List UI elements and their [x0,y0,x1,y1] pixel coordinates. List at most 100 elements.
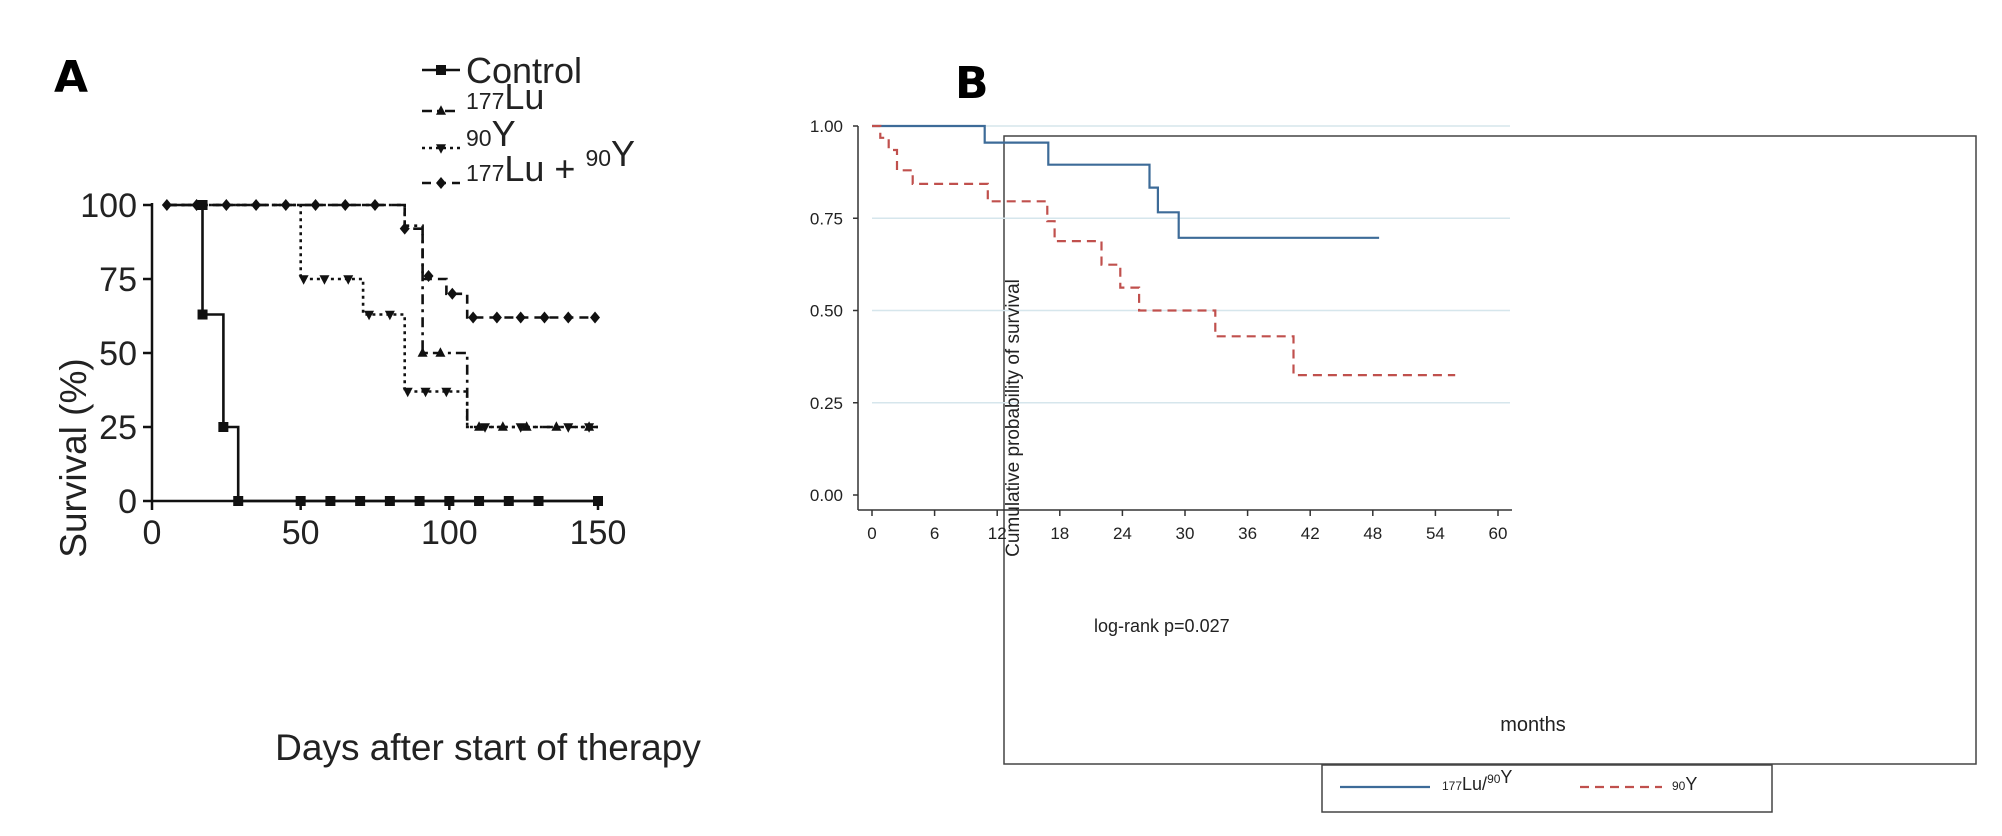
panel-a-series-point-3 [161,199,172,211]
panel-b-x-tick-label: 12 [988,524,1007,543]
panel-b-frame [1003,135,1977,765]
panel-a-series-point-0 [384,496,395,506]
panel-b-x-tick-label: 42 [1301,524,1320,543]
panel-a-series-point-1 [417,347,428,357]
panel-b-series-line-1 [872,124,1456,377]
panel-a-series-line-0 [166,203,598,503]
panel-b-legend-label: 90Y [1672,774,1697,794]
panel-a-x-axis-label: Days after start of therapy [275,727,701,768]
panel-a-series-point-0 [474,496,485,506]
panel-a-series-point-2 [441,387,452,398]
panel-a-series-point-2 [420,387,431,398]
panel-a-series-point-3 [423,270,434,283]
panel-a-series-point-3 [191,199,202,211]
panel-a-series-point-3 [539,311,550,324]
panel-a-series-line-3 [166,203,598,319]
panel-a-series-point-2 [563,423,574,433]
panel-a-series-point-0 [295,496,306,506]
panel-b-series-line-0 [872,124,1380,239]
panel-a-legend-label-text: Control [466,50,582,91]
panel-b-y-tick-label: 1.00 [810,117,843,136]
panel-a-legend-label-text: Lu [504,76,544,117]
panel-a-series-point-0 [218,422,229,432]
panel-b-chart: B 0.00 0.25 0.50 0.75 1.00 0 6 12 18 24 30 36 42 48 54… [810,58,1977,813]
panel-a-series-point-2 [298,275,309,285]
panel-b-x-tick-label: 48 [1363,524,1382,543]
panel-a-series-point-0 [325,496,336,506]
panel-a-series-point-0 [533,496,544,506]
panel-a-series-point-1 [435,347,446,357]
panel-a-series-point-0 [197,309,208,320]
panel-a-series-point-3 [491,311,502,324]
panel-b-x-tick-label: 60 [1489,524,1508,543]
panel-b-y-tick-label: 0.75 [810,209,843,228]
panel-b-x-tick-label: 18 [1050,524,1069,543]
panel-a-y-axis-label: Survival (%) [53,358,94,557]
panel-a-series-point-3 [251,199,262,211]
panel-a-y-tick-label: 50 [99,335,137,373]
panel-b-legend-label-superscript: 90 [1672,779,1686,793]
panel-a-legend-label-superscript: 177 [466,88,504,114]
panel-a-x-tick-label: 100 [421,514,478,552]
panel-a-legend-label: 177Lu + 90Y [466,133,635,189]
panel-b-x-axis-label: months [1500,714,1566,736]
panel-a-series-point-2 [364,310,375,321]
panel-a-series-point-0 [593,496,603,506]
panel-b-legend-label-superscript: 177 [1442,779,1462,793]
panel-b-label: B [955,58,989,109]
panel-a-legend-label: 90Y [466,113,516,154]
panel-a-series-point-3 [340,199,351,211]
panel-b-x-tick-label: 6 [930,524,939,543]
panel-a-legend-label: 177Lu [466,76,544,117]
panel-b-y-tick-label: 0.50 [810,302,843,321]
panel-a-series-point-2 [319,275,330,285]
panel-a-axes: 0 50 100 150 0 25 50 75 100 [80,187,626,552]
panel-b-legend-label: 177Lu/90Y [1442,767,1512,794]
panel-a-y-tick-label: 100 [80,187,137,225]
panel-a-series-point-2 [384,310,395,321]
panel-a-x-tick-label: 150 [570,514,627,552]
panel-b-y-axis-label: Cumulative probability of survival [1003,279,1024,557]
panel-a-series-point-3 [221,199,232,211]
panel-a-series-point-1 [497,421,508,431]
panel-a-series-point-2 [402,387,413,398]
panel-a-series-point-3 [370,199,380,211]
panel-b-series [872,124,1456,377]
panel-b-legend-label-text: Lu/ [1462,774,1487,794]
panel-a-series-point-0 [355,496,366,506]
panel-b-x-tick-label: 36 [1238,524,1257,543]
panel-b-x-tick-label: 30 [1176,524,1195,543]
panel-a-legend-marker [436,105,446,115]
panel-a-series-point-2 [480,423,491,433]
panel-b-legend-label-text: Y [1500,767,1512,787]
panel-a-series-point-0 [503,496,514,506]
panel-a-series-point-0 [444,496,455,506]
panel-a-x-tick-label: 50 [282,514,320,552]
panel-a-legend-label-superscript: 177 [466,160,504,186]
panel-a-legend-label-text: Y [492,113,516,154]
panel-a-label: A [54,52,88,103]
panel-a-series-point-3 [310,199,321,211]
panel-a-legend-label: Control [466,50,582,91]
panel-a-series-point-2 [343,275,354,285]
panel-a-series-point-3 [590,311,601,324]
panel-a-series-line-2 [166,203,598,429]
panel-a-series-point-3 [563,311,574,324]
panel-b-x-tick-label: 54 [1426,524,1445,543]
panel-b-legend-box [1321,764,1773,813]
panel-a-series-point-3 [468,311,479,324]
panel-a-y-tick-label: 75 [99,261,137,299]
panel-b-legend-label-text: Y [1685,774,1697,794]
panel-a-series-point-0 [233,496,244,506]
panel-a-legend-label-superscript: 90 [466,125,492,151]
panel-a-legend-label-text: Y [611,133,635,174]
panel-b-legend-label-superscript: 90 [1487,772,1501,786]
panel-a-series-point-3 [280,199,291,211]
panel-a-series-point-2 [515,423,526,433]
panel-b-x-tick-label: 0 [867,524,876,543]
panel-a-legend-marker [436,177,446,189]
panel-b-y-tick-label: 0.25 [810,394,843,413]
